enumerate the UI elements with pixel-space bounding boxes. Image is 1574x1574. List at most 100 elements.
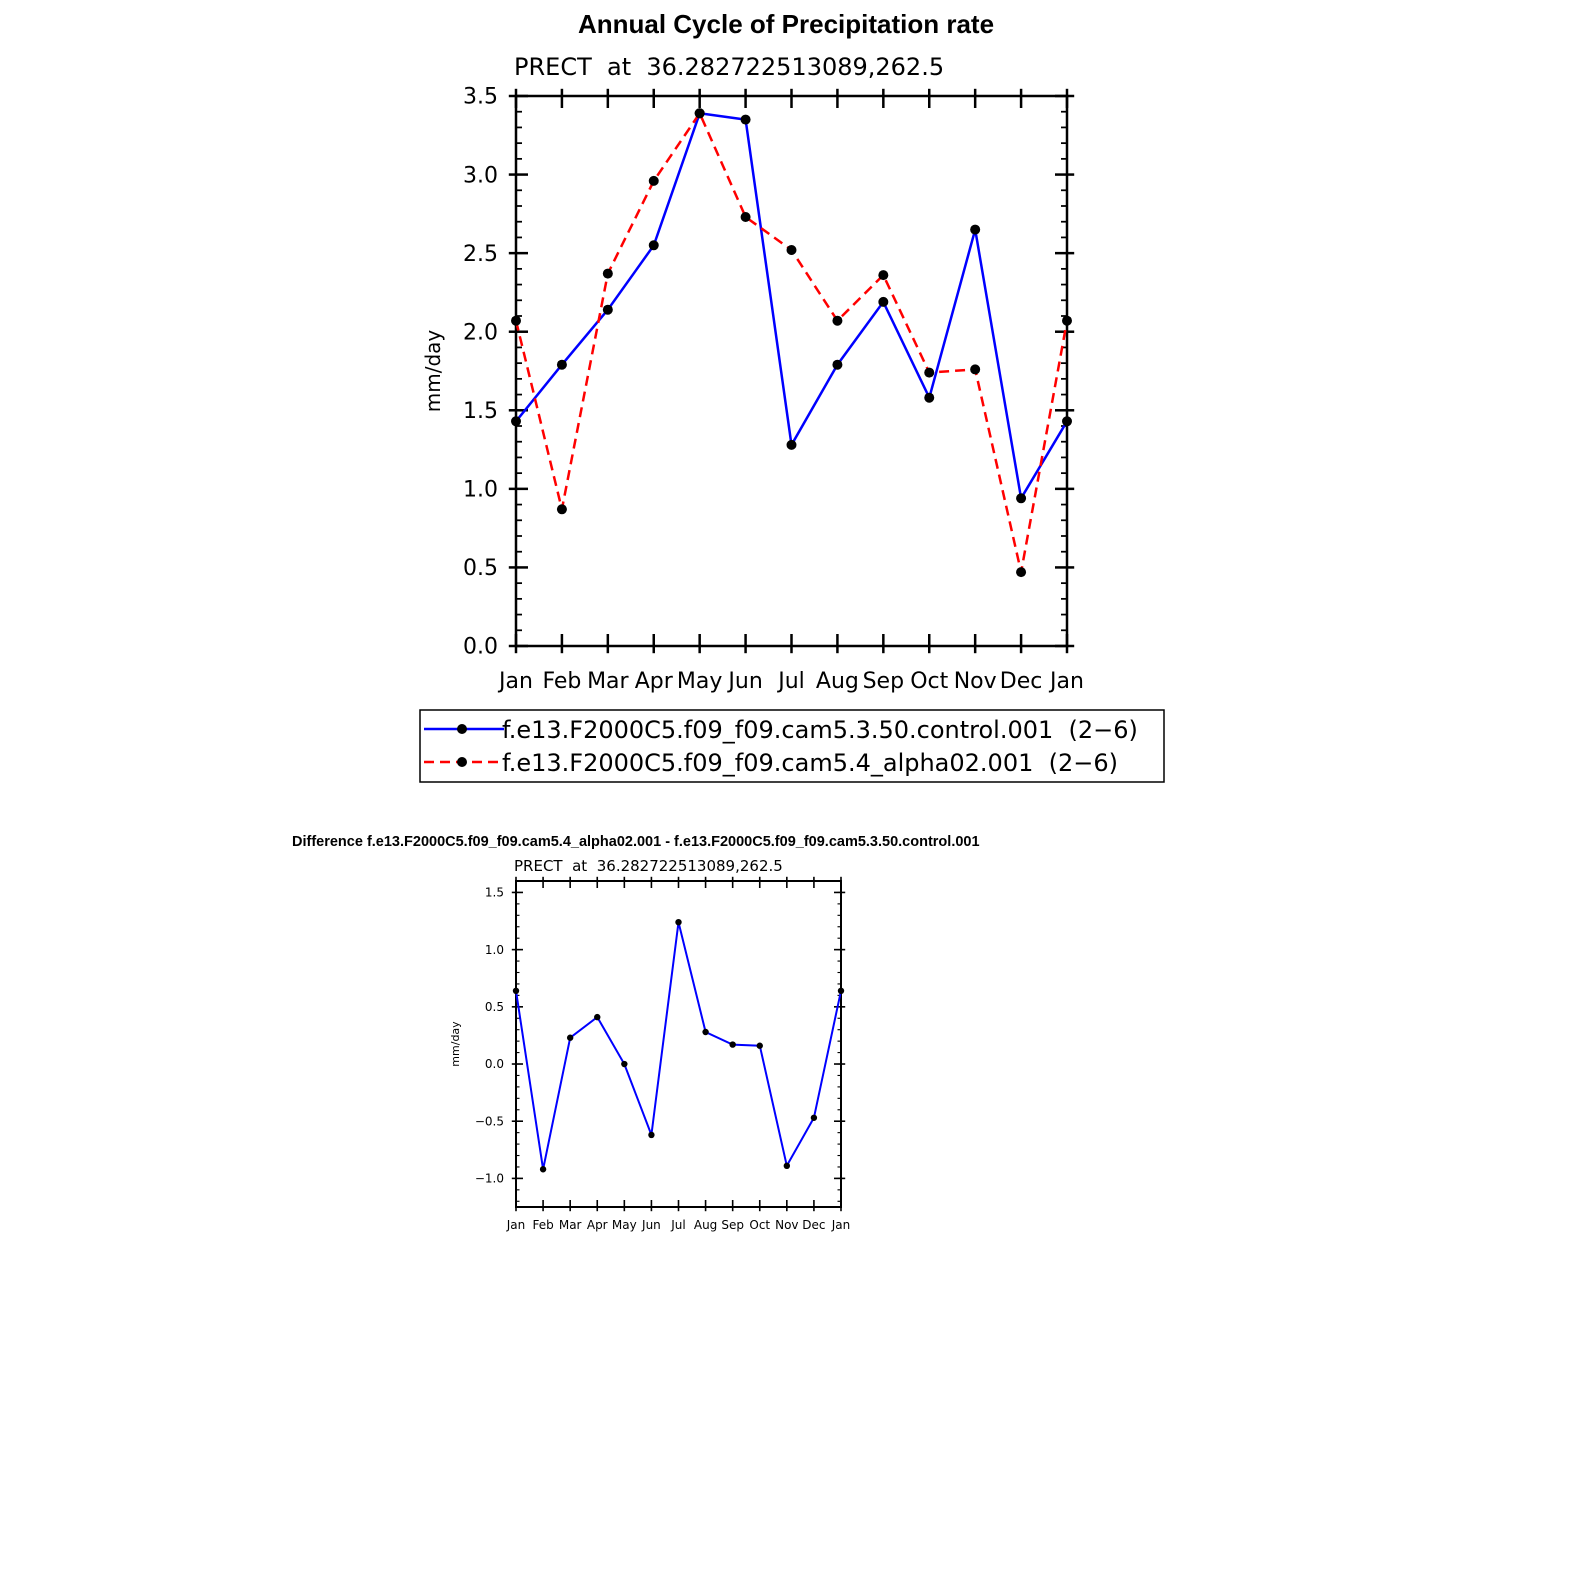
data-point-0 [837, 987, 845, 995]
legend-label-control: f.e13.F2000C5.f09_f09.cam5.3.50.control.… [502, 716, 1138, 744]
data-point-0 [729, 1041, 736, 1048]
x-tick-label: Jan [506, 1218, 526, 1232]
y-tick-label: 2.5 [463, 242, 498, 267]
y-tick-label: 3.5 [463, 85, 498, 110]
data-point-0 [786, 439, 797, 450]
chart-title: Annual Cycle of Precipitation rate [578, 9, 994, 39]
x-tick-label: Feb [542, 669, 581, 694]
data-point-1 [511, 315, 521, 326]
y-axis-label: mm/day [421, 330, 445, 413]
data-point-0 [556, 359, 567, 370]
y-axis-label: mm/day [449, 1021, 462, 1067]
y-tick-label: 3.0 [463, 163, 498, 188]
series-lines [512, 918, 845, 1173]
data-point-0 [924, 392, 935, 403]
data-point-0 [511, 416, 521, 427]
difference-chart: Difference f.e13.F2000C5.f09_f09.cam5.4_… [292, 834, 980, 1232]
series-line-1 [514, 110, 1069, 573]
x-tick-label: Nov [954, 669, 997, 694]
data-point-0 [702, 1028, 709, 1036]
data-point-0 [602, 304, 613, 315]
x-tick-label: Jul [776, 669, 805, 694]
data-point-1 [740, 212, 751, 222]
data-point-0 [783, 1162, 791, 1170]
chart-subtitle: PRECT at 36.282722513089,262.5 [514, 857, 783, 875]
x-tick-label: Oct [910, 669, 948, 694]
data-point-1 [786, 245, 797, 255]
y-tick-label: 1.0 [485, 943, 504, 957]
x-tick-label: Oct [749, 1218, 770, 1232]
data-point-0 [1016, 493, 1027, 504]
data-point-0 [878, 296, 889, 307]
y-tick-label: 0.5 [485, 1000, 504, 1014]
x-tick-label: Sep [721, 1218, 744, 1232]
x-tick-label: May [612, 1218, 637, 1232]
annual-cycle-chart: Annual Cycle of Precipitation rate PRECT… [419, 9, 1165, 783]
data-point-1 [832, 315, 843, 326]
y-tick-label: 1.0 [463, 478, 498, 503]
data-point-1 [1016, 567, 1027, 578]
x-tick-label: May [677, 669, 722, 694]
y-tick-label: 0.0 [463, 635, 498, 660]
data-point-0 [832, 359, 843, 370]
y-tick-label: −1.0 [475, 1172, 504, 1186]
data-point-1 [924, 367, 935, 378]
x-tick-label: Jun [726, 669, 762, 694]
x-tick-label: Nov [775, 1218, 798, 1232]
data-point-0 [740, 114, 751, 125]
y-tick-label: 1.5 [463, 399, 498, 424]
x-tick-label: Jun [641, 1218, 661, 1232]
chart-title: Difference f.e13.F2000C5.f09_f09.cam5.4_… [292, 834, 980, 850]
legend-label-alpha02: f.e13.F2000C5.f09_f09.cam5.4_alpha02.001… [502, 749, 1118, 777]
y-tick-label: 2.0 [463, 320, 498, 345]
legend-frame [419, 709, 1165, 783]
x-tick-label: Jul [670, 1218, 685, 1232]
data-point-0 [566, 1034, 574, 1041]
legend: f.e13.F2000C5.f09_f09.cam5.3.50.control.… [419, 709, 1165, 783]
legend-marker-alpha02 [457, 757, 467, 767]
data-point-0 [675, 918, 682, 926]
data-point-1 [878, 270, 889, 281]
data-point-0 [1062, 416, 1072, 427]
x-tick-label: Apr [635, 669, 674, 694]
data-point-1 [694, 108, 705, 119]
axes-ticks: Jan Feb Mar Apr May Jun Jul Aug Sep Oct Nov Dec Jan0… [463, 85, 1084, 694]
data-point-0 [970, 224, 981, 235]
x-tick-label: Jan [831, 1218, 851, 1232]
chart-subtitle: PRECT at 36.282722513089,262.5 [514, 53, 944, 81]
data-point-0 [756, 1042, 763, 1049]
data-point-1 [556, 504, 567, 515]
data-point-0 [810, 1114, 818, 1121]
data-point-0 [621, 1060, 628, 1068]
series-lines [511, 108, 1072, 578]
data-point-0 [648, 1131, 655, 1139]
x-tick-label: Apr [587, 1218, 608, 1232]
axes-ticks: Jan Feb Mar Apr May Jun Jul Aug Sep Oct Nov Dec Jan −… [475, 876, 851, 1232]
x-tick-label: Jan [1048, 669, 1084, 694]
data-point-1 [1062, 315, 1072, 326]
y-tick-label: 0.5 [463, 556, 498, 581]
x-tick-label: Jan [497, 669, 533, 694]
y-tick-label: 1.5 [485, 886, 504, 900]
series-line-0 [515, 921, 842, 1170]
legend-marker-control [457, 724, 467, 734]
x-tick-label: Sep [863, 669, 904, 694]
y-tick-label: 0.0 [485, 1057, 504, 1071]
x-tick-label: Dec [1000, 669, 1043, 694]
y-tick-label: −0.5 [475, 1114, 504, 1128]
plot-frame [514, 94, 1069, 648]
data-point-0 [512, 987, 520, 995]
x-tick-label: Dec [802, 1218, 825, 1232]
data-point-1 [648, 175, 659, 186]
x-tick-label: Aug [694, 1218, 717, 1232]
data-point-1 [970, 364, 981, 375]
data-point-0 [539, 1166, 547, 1173]
data-point-0 [648, 240, 659, 251]
x-tick-label: Mar [559, 1218, 582, 1232]
data-point-0 [594, 1013, 601, 1021]
x-tick-label: Aug [816, 669, 859, 694]
x-tick-label: Mar [587, 669, 629, 694]
x-tick-label: Feb [532, 1218, 553, 1232]
data-point-1 [602, 268, 613, 279]
